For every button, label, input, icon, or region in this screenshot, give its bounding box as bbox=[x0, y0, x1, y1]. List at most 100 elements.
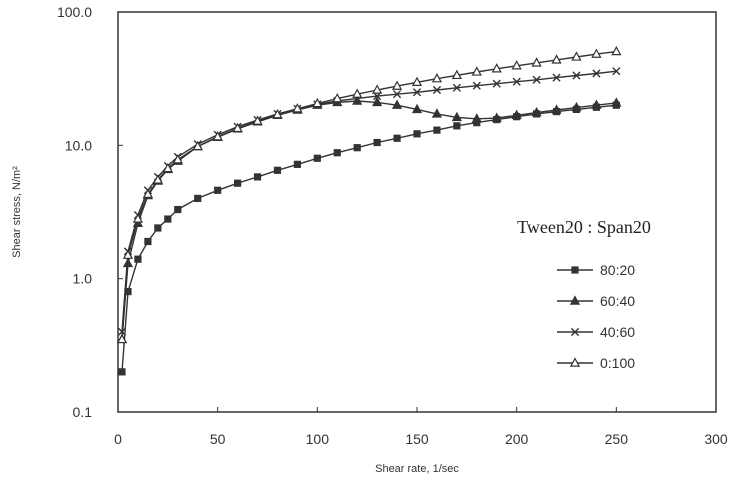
series-80-20 bbox=[118, 101, 620, 376]
data-point bbox=[552, 73, 561, 82]
legend-label: 60:40 bbox=[600, 293, 635, 309]
x-tick-label: 150 bbox=[405, 431, 429, 447]
data-point bbox=[612, 67, 621, 76]
data-point bbox=[431, 73, 443, 83]
x-axis-title: Shear rate, 1/sec bbox=[375, 463, 459, 475]
data-point bbox=[144, 237, 152, 246]
legend-entries: 80:20 60:40 40:60 0:100 bbox=[557, 262, 635, 371]
data-point bbox=[162, 162, 173, 173]
data-point bbox=[472, 81, 481, 90]
legend-label: 0:100 bbox=[600, 355, 635, 371]
data-point bbox=[551, 54, 562, 64]
data-point bbox=[124, 287, 132, 296]
legend-marker bbox=[571, 266, 579, 274]
legend-entry: 60:40 bbox=[557, 293, 635, 309]
data-point bbox=[511, 60, 522, 70]
legend-marker bbox=[569, 357, 581, 367]
data-point bbox=[531, 106, 542, 117]
data-point bbox=[571, 101, 582, 112]
data-point bbox=[491, 63, 502, 73]
data-point bbox=[212, 131, 223, 141]
data-point bbox=[312, 97, 323, 108]
data-point bbox=[432, 85, 442, 95]
data-point bbox=[164, 215, 172, 223]
legend-marker bbox=[569, 295, 581, 305]
legend-entry: 0:100 bbox=[557, 355, 635, 371]
data-point bbox=[192, 140, 203, 151]
data-point bbox=[451, 69, 462, 80]
data-point bbox=[532, 75, 541, 84]
x-tick-label: 250 bbox=[605, 431, 629, 447]
data-point bbox=[412, 88, 422, 97]
y-tick-label: 1.0 bbox=[73, 271, 93, 287]
data-point bbox=[234, 179, 242, 187]
y-axis-ticks: 0.1 1.0 10.0 100.0 bbox=[57, 4, 123, 420]
x-tick-label: 300 bbox=[704, 431, 728, 447]
x-axis-ticks: 0 50 100 150 200 250 300 bbox=[114, 407, 728, 447]
data-point bbox=[152, 174, 163, 184]
data-point bbox=[214, 186, 222, 194]
data-point bbox=[551, 104, 562, 114]
data-point bbox=[391, 99, 403, 109]
data-point bbox=[232, 122, 243, 133]
legend-marker bbox=[570, 327, 580, 337]
data-point bbox=[411, 103, 423, 114]
y-tick-label: 10.0 bbox=[65, 137, 92, 153]
data-point bbox=[118, 368, 126, 376]
data-point bbox=[413, 130, 421, 138]
data-point bbox=[333, 149, 341, 157]
plot-area bbox=[117, 11, 717, 413]
data-point bbox=[451, 111, 462, 122]
data-point bbox=[492, 79, 501, 88]
data-point bbox=[372, 96, 383, 107]
data-point bbox=[352, 88, 363, 98]
data-point bbox=[253, 173, 262, 181]
x-tick-label: 200 bbox=[505, 431, 529, 447]
y-axis-title: Shear stress, N/m² bbox=[11, 166, 23, 258]
legend-title: Tween20 : Span20 bbox=[517, 217, 651, 237]
series-layer bbox=[116, 45, 622, 376]
data-point bbox=[591, 99, 602, 109]
data-point bbox=[393, 134, 401, 142]
data-point bbox=[252, 115, 263, 125]
data-point bbox=[453, 122, 461, 130]
data-point bbox=[174, 205, 182, 214]
data-point bbox=[591, 48, 602, 58]
data-point bbox=[592, 69, 601, 78]
data-point bbox=[473, 119, 481, 127]
data-point bbox=[611, 97, 622, 107]
data-point bbox=[373, 92, 382, 101]
data-point bbox=[134, 255, 142, 263]
data-point bbox=[373, 138, 381, 147]
data-point bbox=[372, 84, 383, 94]
data-point bbox=[293, 160, 301, 168]
x-tick-label: 100 bbox=[306, 431, 330, 447]
series-0-100 bbox=[116, 45, 622, 344]
data-point bbox=[122, 249, 134, 259]
legend-label: 80:20 bbox=[600, 262, 635, 278]
data-point bbox=[116, 333, 128, 344]
data-point bbox=[391, 80, 403, 90]
x-tick-label: 50 bbox=[210, 431, 226, 447]
x-tick-label: 0 bbox=[114, 431, 122, 447]
data-point bbox=[132, 213, 144, 223]
legend: Tween20 : Span20 80:20 60:40 40:60 0:100 bbox=[517, 217, 651, 371]
data-point bbox=[431, 108, 443, 118]
data-point bbox=[471, 113, 482, 123]
data-point bbox=[292, 103, 303, 113]
data-point bbox=[172, 154, 183, 164]
legend-entry: 40:60 bbox=[557, 324, 635, 340]
data-point bbox=[571, 51, 582, 61]
data-point bbox=[392, 90, 402, 99]
data-point bbox=[611, 45, 622, 56]
data-point bbox=[332, 92, 343, 103]
y-tick-label: 100.0 bbox=[57, 4, 92, 20]
y-tick-label: 0.1 bbox=[73, 404, 93, 420]
data-point bbox=[433, 126, 441, 134]
data-point bbox=[194, 194, 202, 202]
data-point bbox=[572, 71, 581, 80]
legend-entry: 80:20 bbox=[557, 262, 635, 278]
data-point bbox=[452, 83, 461, 92]
data-point bbox=[531, 57, 542, 67]
